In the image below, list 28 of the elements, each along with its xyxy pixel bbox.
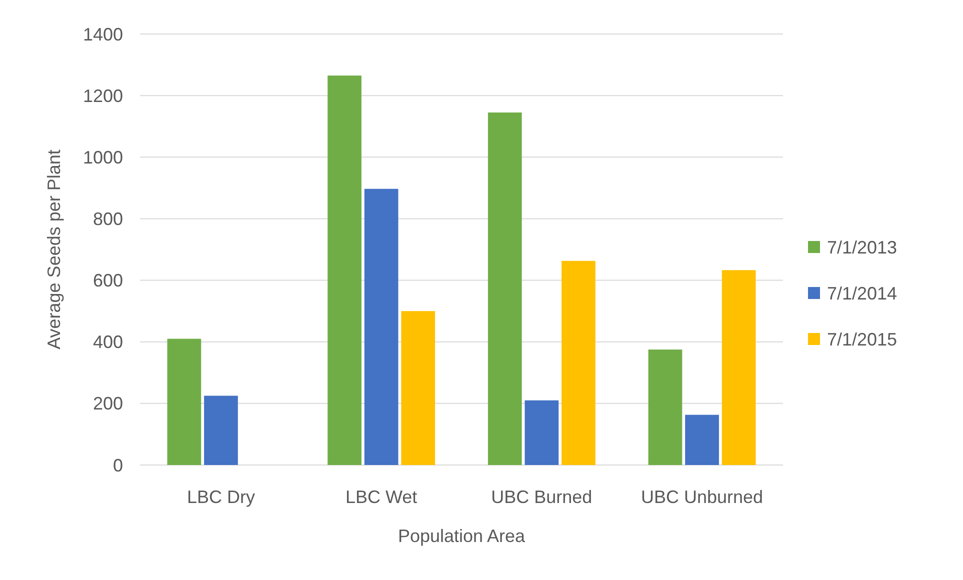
x-tick-label: UBC Unburned (640, 487, 764, 507)
x-axis-title: Population Area (398, 526, 526, 546)
x-tick-label: LBC Dry (186, 487, 255, 507)
bar (648, 350, 682, 465)
bar (401, 311, 436, 465)
bar (328, 76, 362, 465)
y-tick-label: 1200 (82, 86, 123, 106)
y-axis-title: Average Seeds per Plant (44, 150, 64, 350)
legend-label: 7/1/2015 (827, 329, 898, 350)
y-tick-label: 600 (92, 270, 123, 291)
x-tick-label: LBC Wet (345, 487, 418, 507)
bar (488, 112, 522, 465)
legend-label: 7/1/2013 (827, 237, 898, 258)
bar (722, 270, 756, 465)
y-tick-label: 200 (92, 394, 123, 414)
y-tick-label: 800 (92, 209, 123, 230)
bar (524, 400, 559, 465)
bar (364, 188, 398, 465)
y-tick-label: 400 (92, 332, 123, 352)
bar (204, 396, 238, 465)
bar (562, 260, 596, 465)
legend-label: 7/1/2014 (827, 283, 898, 304)
x-tick-label: UBC Burned (491, 487, 592, 507)
y-tick-label: 1400 (82, 24, 123, 44)
y-tick-label: 1000 (82, 147, 123, 168)
bar (685, 414, 719, 465)
y-tick-label: 0 (112, 455, 123, 476)
bar (167, 338, 202, 465)
